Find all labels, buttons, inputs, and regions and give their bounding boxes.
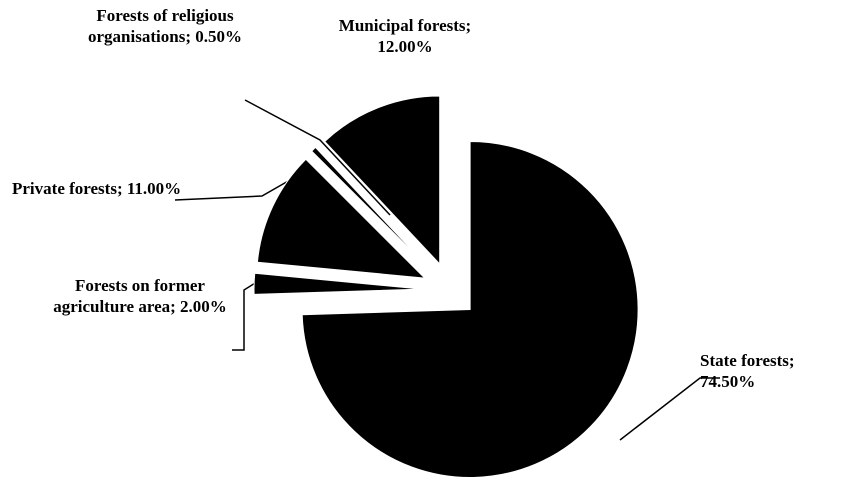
pie-slice: [301, 140, 639, 478]
slice-label: Forests of religious organisations; 0.50…: [85, 5, 245, 47]
leader-line: [619, 377, 720, 441]
slice-value: 2.00%: [180, 297, 227, 316]
slice-name: Forests of religious organisations: [88, 6, 234, 46]
slice-label: Private forests; 11.00%: [12, 178, 182, 199]
label-separator: ;: [116, 179, 123, 198]
slice-name: State forests: [700, 351, 789, 370]
pie-slice: [323, 95, 441, 266]
leader-line: [244, 99, 391, 216]
slice-name: Forests on former agriculture area: [53, 276, 205, 316]
slice-value: 11.00%: [126, 179, 182, 198]
label-separator: ;: [788, 351, 795, 370]
slice-value: 74.50%: [700, 372, 756, 391]
pie-slice: [311, 146, 431, 271]
pie-slice: [256, 158, 427, 279]
slice-label: Municipal forests; 12.00%: [310, 15, 500, 57]
slice-label: Forests on former agriculture area; 2.00…: [40, 275, 240, 317]
slice-name: Private forests: [12, 179, 117, 198]
leader-line: [232, 279, 261, 351]
leader-line: [174, 179, 291, 201]
label-separator: ;: [185, 27, 191, 46]
slice-value: 12.00%: [377, 37, 433, 56]
slice-label: State forests; 74.50%: [700, 350, 830, 392]
pie-slice: [253, 272, 423, 295]
label-separator: ;: [465, 16, 472, 35]
label-separator: ;: [170, 297, 176, 316]
slice-value: 0.50%: [195, 27, 242, 46]
slice-name: Municipal forests: [338, 16, 466, 35]
